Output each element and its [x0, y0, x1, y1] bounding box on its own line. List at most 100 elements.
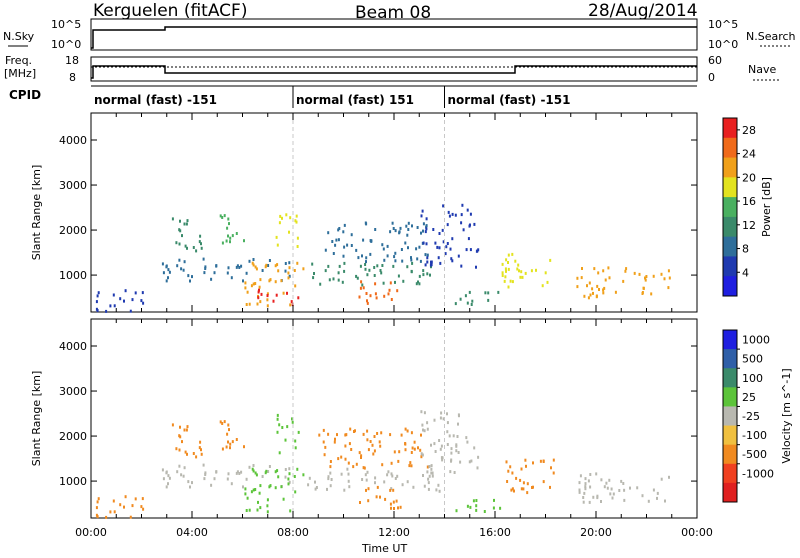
x-tick-label: 00:00	[75, 526, 107, 539]
velocity-data-cell	[426, 470, 429, 474]
freq-tick-top: 18	[65, 54, 79, 67]
power-data-cell	[366, 273, 369, 277]
power-data-cell	[624, 269, 627, 273]
power-data-cell	[411, 261, 414, 265]
velocity-data-cell	[266, 510, 269, 514]
velocity-data-cell	[596, 494, 599, 498]
velocity-data-cell	[363, 466, 366, 470]
power-data-cell	[185, 222, 188, 226]
velocity-data-cell	[510, 488, 513, 492]
power-colorbar-tick-label: 28	[742, 124, 756, 137]
power-data-cell	[296, 245, 299, 248]
velocity-data-cell	[584, 485, 587, 489]
velocity-data-cell	[652, 488, 655, 492]
power-data-cell	[176, 264, 179, 268]
power-data-cell	[280, 279, 283, 283]
velocity-data-cell	[584, 477, 587, 481]
power-data-cell	[119, 297, 122, 301]
x-tick-label: 16:00	[479, 526, 511, 539]
power-data-cell	[286, 291, 288, 295]
power-data-cell	[425, 225, 428, 229]
power-colorbar-tick-label: 16	[742, 195, 756, 208]
power-data-cell	[595, 294, 598, 298]
power-y-axis-label: Slant Range [km]	[30, 165, 43, 261]
power-data-cell	[541, 284, 544, 288]
velocity-data-cell	[256, 508, 259, 512]
velocity-data-cell	[119, 503, 122, 507]
velocity-y-axis-label: Slant Range [km]	[30, 371, 43, 467]
power-data-cell	[505, 269, 507, 273]
power-data-cell	[328, 278, 331, 282]
velocity-data-cell	[390, 506, 392, 510]
power-colorbar-tick-label: 24	[742, 148, 756, 161]
velocity-data-cell	[308, 476, 311, 480]
power-data-cell	[295, 220, 298, 224]
velocity-data-cell	[455, 449, 458, 453]
power-data-cell	[418, 245, 421, 249]
velocity-data-region	[307, 467, 441, 493]
power-data-cell	[422, 241, 425, 245]
power-data-cell	[402, 279, 405, 283]
velocity-data-cell	[227, 472, 230, 476]
velocity-data-cell	[389, 433, 392, 437]
power-data-cell	[436, 245, 439, 249]
nave-label: Nave	[748, 63, 776, 76]
power-data-cell	[514, 259, 517, 263]
velocity-data-cell	[274, 486, 277, 490]
velocity-data-cell	[483, 510, 486, 513]
power-data-cell	[186, 219, 189, 223]
power-data-region	[576, 266, 671, 300]
power-data-cell	[511, 280, 514, 284]
velocity-data-region	[161, 463, 291, 489]
power-data-cell	[387, 292, 390, 296]
cpid-segment-0: normal (fast) -151	[94, 93, 217, 107]
velocity-data-cell	[314, 487, 317, 491]
velocity-data-cell	[430, 443, 432, 447]
power-data-cell	[250, 284, 253, 288]
velocity-data-cell	[448, 434, 451, 438]
velocity-data-cell	[294, 490, 297, 494]
power-data-cell	[507, 285, 510, 289]
velocity-data-cell	[609, 492, 612, 496]
velocity-data-cell	[280, 485, 283, 489]
power-data-cell	[426, 272, 429, 276]
velocity-data-cell	[433, 418, 436, 422]
power-data-cell	[96, 309, 99, 313]
nsky-trace	[91, 26, 697, 49]
power-data-region	[275, 213, 299, 248]
power-data-cell	[448, 214, 451, 218]
power-data-cell	[375, 296, 378, 300]
power-data-cell	[165, 265, 168, 269]
velocity-data-cell	[229, 446, 231, 450]
velocity-data-cell	[288, 480, 291, 484]
power-data-cell	[343, 223, 346, 227]
power-data-cell	[366, 299, 368, 303]
velocity-data-cell	[105, 515, 108, 519]
power-data-cell	[383, 258, 386, 262]
velocity-data-cell	[511, 471, 514, 475]
velocity-data-cell	[389, 488, 392, 492]
velocity-colorbar-cell	[723, 330, 737, 350]
velocity-data-cell	[238, 472, 241, 475]
power-data-cell	[422, 229, 424, 233]
velocity-data-cell	[255, 473, 258, 477]
velocity-data-cell	[623, 488, 626, 492]
power-data-cell	[266, 294, 269, 298]
velocity-data-cell	[343, 488, 346, 492]
velocity-data-cell	[359, 501, 361, 504]
freq-label-1: Freq.	[5, 54, 32, 67]
velocity-data-cell	[231, 440, 234, 444]
power-data-cell	[589, 293, 592, 297]
power-data-cell	[184, 244, 187, 248]
velocity-data-cell	[314, 480, 316, 484]
power-data-cell	[446, 242, 449, 245]
velocity-data-cell	[469, 505, 472, 509]
power-colorbar-cell	[723, 157, 737, 178]
power-data-cell	[181, 234, 183, 238]
velocity-data-cell	[394, 477, 397, 480]
velocity-data-cell	[542, 459, 545, 463]
power-data-cell	[365, 292, 368, 295]
velocity-data-cell	[259, 484, 262, 488]
power-data-cell	[221, 241, 224, 245]
velocity-data-cell	[406, 429, 409, 433]
